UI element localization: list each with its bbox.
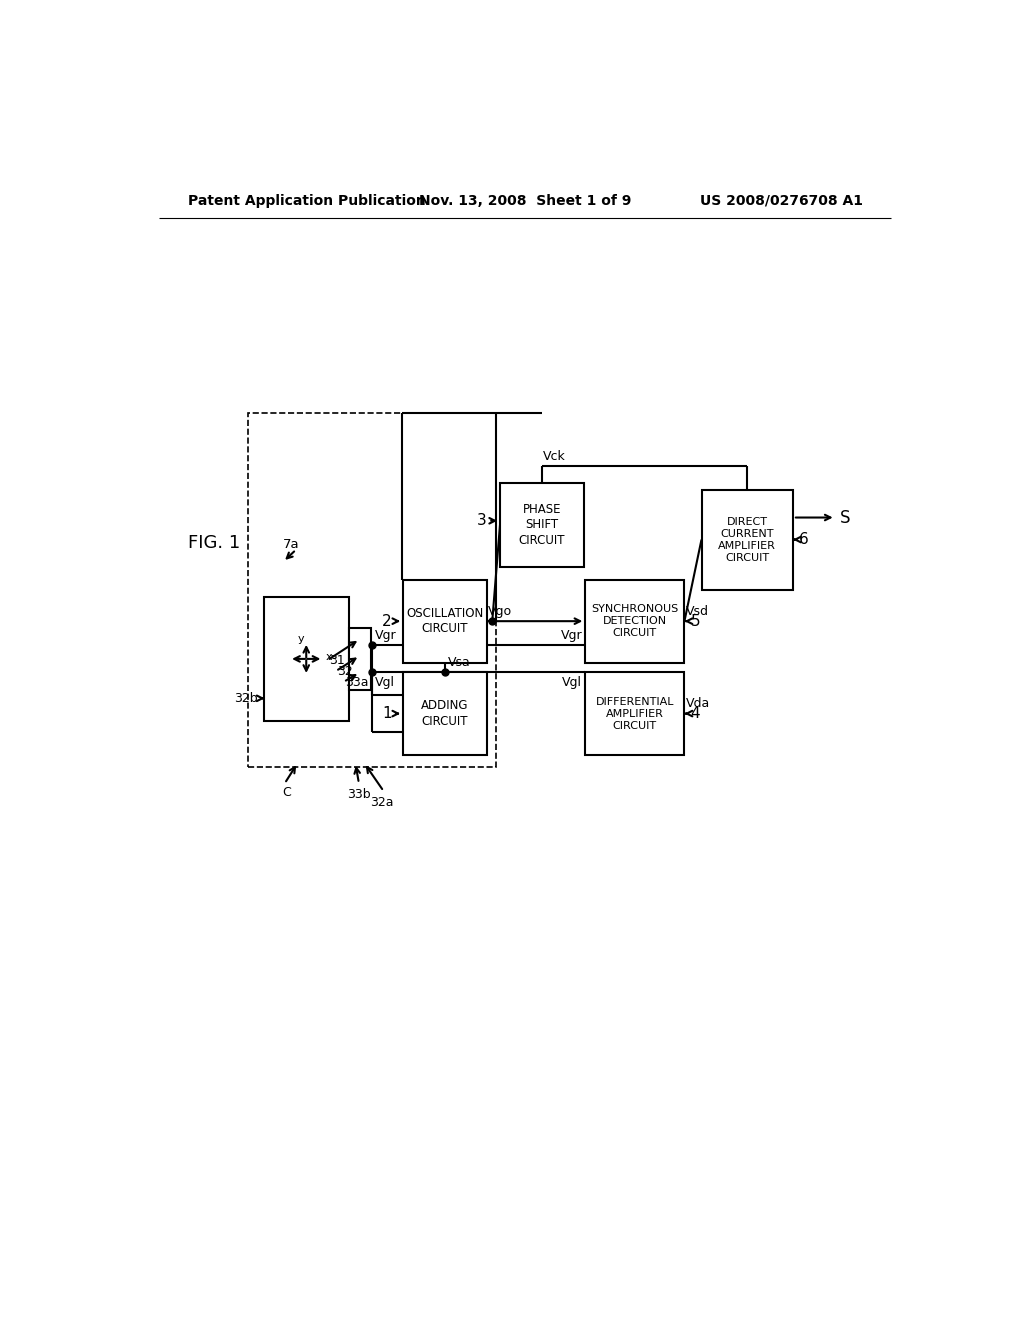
Text: OSCILLATION
CIRCUIT: OSCILLATION CIRCUIT	[407, 607, 483, 635]
Text: 32b: 32b	[233, 692, 257, 705]
Text: Vgl: Vgl	[375, 676, 395, 689]
Bar	[248, 413, 496, 767]
Text: Vck: Vck	[544, 450, 566, 463]
Text: 2: 2	[382, 614, 391, 628]
Text: Vsa: Vsa	[449, 656, 471, 669]
Text: Nov. 13, 2008  Sheet 1 of 9: Nov. 13, 2008 Sheet 1 of 9	[419, 194, 631, 207]
Text: SYNCHRONOUS
DETECTION
CIRCUIT: SYNCHRONOUS DETECTION CIRCUIT	[591, 605, 679, 638]
Bar	[586, 579, 684, 663]
Text: 4: 4	[690, 706, 700, 721]
Text: Vsd: Vsd	[686, 605, 709, 618]
Text: Vgo: Vgo	[488, 605, 512, 618]
Text: 33b: 33b	[347, 788, 371, 801]
Bar	[586, 672, 684, 755]
Text: DIRECT
CURRENT
AMPLIFIER
CIRCUIT: DIRECT CURRENT AMPLIFIER CIRCUIT	[718, 516, 776, 562]
Text: DIFFERENTIAL
AMPLIFIER
CIRCUIT: DIFFERENTIAL AMPLIFIER CIRCUIT	[596, 697, 674, 730]
Bar	[403, 672, 486, 755]
Text: Vgl: Vgl	[562, 676, 583, 689]
Text: x: x	[326, 652, 332, 661]
Bar	[263, 597, 349, 721]
Text: ADDING
CIRCUIT: ADDING CIRCUIT	[421, 700, 469, 727]
Text: 32: 32	[337, 665, 353, 677]
Text: S: S	[840, 508, 850, 527]
Text: Vda: Vda	[686, 697, 711, 710]
Text: y: y	[297, 634, 304, 644]
Text: US 2008/0276708 A1: US 2008/0276708 A1	[699, 194, 862, 207]
Text: 32a: 32a	[371, 796, 394, 809]
Bar	[349, 628, 371, 689]
Text: 1: 1	[382, 706, 391, 721]
Text: 6: 6	[799, 532, 809, 546]
Text: 33a: 33a	[345, 676, 369, 689]
Text: Patent Application Publication: Patent Application Publication	[188, 194, 426, 207]
Text: 31: 31	[329, 653, 344, 667]
Bar	[500, 483, 584, 566]
Text: 7a: 7a	[283, 539, 300, 552]
Text: 5: 5	[690, 614, 700, 628]
Text: PHASE
SHIFT
CIRCUIT: PHASE SHIFT CIRCUIT	[518, 503, 565, 546]
Bar	[701, 490, 793, 590]
Text: Vgr: Vgr	[560, 630, 583, 643]
Text: 3: 3	[477, 513, 486, 528]
Text: C: C	[283, 785, 291, 799]
Bar	[403, 579, 486, 663]
Text: FIG. 1: FIG. 1	[188, 535, 241, 552]
Text: Vgr: Vgr	[375, 630, 397, 643]
